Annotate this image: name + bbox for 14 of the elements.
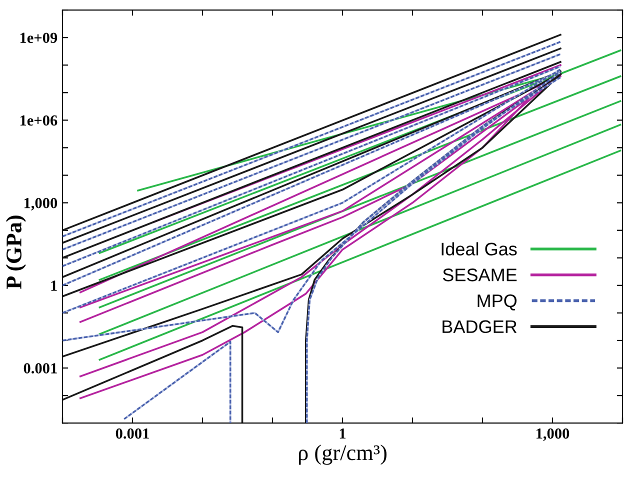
y-axis-title: P (GPa) (6, 216, 26, 289)
x-tick-label: 1 (340, 428, 346, 439)
x-tick-label: 1,000 (536, 428, 570, 441)
x-tick-label: 0.001 (116, 428, 149, 439)
y-tick-label: 0.001 (24, 363, 57, 374)
legend-label: BADGER (442, 320, 517, 334)
y-tick-label: 1,000 (24, 198, 58, 210)
y-tick-label: 1 (51, 280, 57, 291)
legend-label: Ideal Gas (442, 242, 517, 256)
x-axis-title: ρ (gr/cm³) (298, 444, 386, 465)
legend-label: MPQ (478, 294, 517, 310)
y-tick-label: 1e+06 (20, 115, 58, 126)
legend-label: SESAME (442, 268, 517, 282)
y-tick-label: 1e+09 (20, 32, 58, 44)
